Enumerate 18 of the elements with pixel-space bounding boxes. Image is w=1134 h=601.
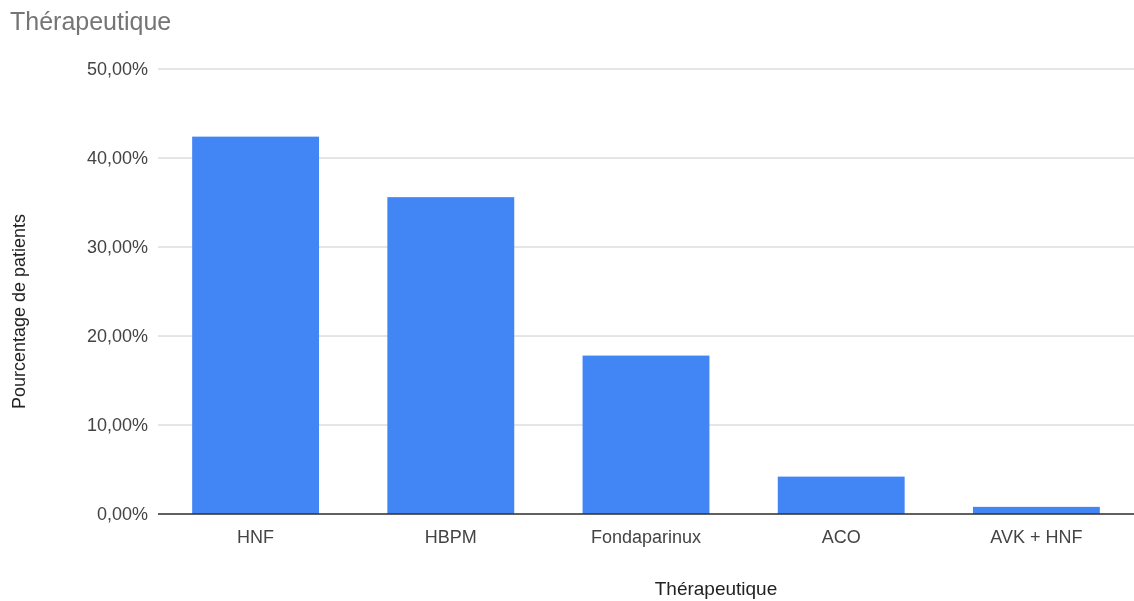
x-tick-label: HNF	[237, 527, 275, 547]
y-tick-label: 30,00%	[86, 237, 148, 258]
y-tick-label: 20,00%	[86, 326, 148, 347]
y-axis-title: Pourcentage de patients	[9, 213, 29, 410]
bar	[777, 476, 905, 514]
chart-title: Thérapeutique	[10, 7, 172, 35]
y-tick-label: 50,00%	[86, 59, 148, 80]
y-tick-label: 0,00%	[96, 504, 148, 525]
y-tick-label: 10,00%	[86, 415, 148, 436]
bar	[582, 355, 710, 514]
x-tick-label: HBPM	[424, 527, 477, 547]
x-tick-label: Fondaparinux	[590, 527, 702, 547]
bar	[192, 136, 320, 514]
y-tick-label: 40,00%	[86, 148, 148, 169]
x-tick-label: AVK + HNF	[990, 527, 1083, 547]
bar	[387, 197, 515, 514]
x-tick-label: ACO	[821, 527, 861, 547]
x-axis-title: Thérapeutique	[654, 578, 778, 599]
